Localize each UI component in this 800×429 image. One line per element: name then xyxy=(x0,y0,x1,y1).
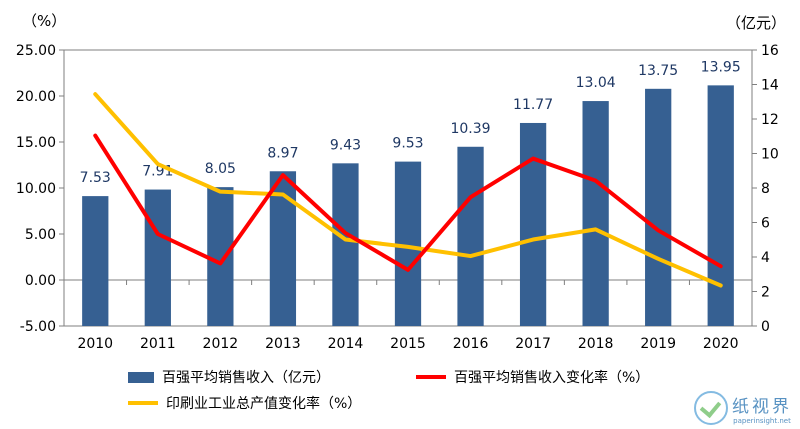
legend-swatch-bar xyxy=(128,371,154,383)
watermark-text: 纸视界 xyxy=(732,396,792,417)
right-tick-label: 12 xyxy=(761,112,779,128)
x-tick-label: 2010 xyxy=(77,336,113,352)
bar xyxy=(707,85,734,326)
legend-item-red-line: 百强平均销售收入变化率（%） xyxy=(416,367,649,387)
sales-change-rate-line xyxy=(93,133,723,272)
x-tick-label: 2020 xyxy=(703,336,739,352)
x-tick-label: 2017 xyxy=(515,336,551,352)
legend-swatch-red-line xyxy=(416,375,446,379)
left-tick-label: 5.00 xyxy=(25,227,56,243)
right-tick-label: 16 xyxy=(761,43,779,59)
left-tick-label: -5.00 xyxy=(20,319,56,335)
bar xyxy=(582,101,609,326)
watermark: 纸视界 paperinsight.net xyxy=(694,391,792,425)
paperinsight-logo-icon xyxy=(694,391,728,425)
left-axis-unit: （%） xyxy=(22,12,67,30)
bar-data-label: 9.43 xyxy=(330,137,361,153)
legend-label-bar: 百强平均销售收入（亿元） xyxy=(162,370,330,386)
right-tick-label: 2 xyxy=(761,285,770,301)
legend-item-yellow-line: 印刷业工业总产值变化率（%） xyxy=(128,393,361,413)
bar-data-label: 13.75 xyxy=(638,63,678,79)
x-tick-label: 2013 xyxy=(265,336,301,352)
bar xyxy=(144,189,171,326)
x-tick-label: 2019 xyxy=(640,336,676,352)
bar-data-label: 13.95 xyxy=(701,59,741,75)
left-tick-label: 15.00 xyxy=(16,135,56,151)
right-tick-label: 6 xyxy=(761,216,770,232)
bar xyxy=(207,187,234,326)
x-tick-label: 2012 xyxy=(203,336,239,352)
left-tick-label: 0.00 xyxy=(25,273,56,289)
x-tick-label: 2011 xyxy=(140,336,176,352)
x-tick-label: 2015 xyxy=(390,336,426,352)
bar-data-label: 13.04 xyxy=(576,75,616,91)
left-tick-label: 25.00 xyxy=(16,43,56,59)
bar xyxy=(332,163,359,326)
x-tick-label: 2014 xyxy=(328,336,364,352)
right-axis-unit: （亿元） xyxy=(726,14,787,32)
legend-label-red-line: 百强平均销售收入变化率（%） xyxy=(454,370,650,386)
bar-data-label: 10.39 xyxy=(450,121,490,137)
print-output-change-rate-line xyxy=(93,92,723,288)
bar xyxy=(645,88,672,326)
bar-data-label: 7.53 xyxy=(80,170,111,186)
right-tick-label: 4 xyxy=(761,250,770,266)
x-tick-label: 2018 xyxy=(578,336,614,352)
legend-swatch-yellow-line xyxy=(128,401,158,405)
legend-item-bar: 百强平均销售收入（亿元） xyxy=(128,367,330,387)
bar xyxy=(394,161,422,326)
right-tick-label: 10 xyxy=(761,147,779,163)
right-tick-label: 0 xyxy=(761,319,770,335)
legend-label-yellow-line: 印刷业工业总产值变化率（%） xyxy=(166,396,362,412)
right-tick-label: 8 xyxy=(761,181,770,197)
bar xyxy=(269,171,297,326)
watermark-url: paperinsight.net xyxy=(733,416,791,425)
x-tick-label: 2016 xyxy=(453,336,489,352)
right-tick-label: 14 xyxy=(761,78,779,94)
left-tick-label: 10.00 xyxy=(16,181,56,197)
bar xyxy=(457,146,484,326)
bar-data-label: 11.77 xyxy=(513,97,553,113)
bar-data-label: 8.05 xyxy=(205,161,236,177)
left-tick-label: 20.00 xyxy=(16,89,56,105)
bar xyxy=(519,122,547,326)
bar xyxy=(82,196,109,326)
bar-data-label: 8.97 xyxy=(267,145,298,161)
bar-data-label: 9.53 xyxy=(392,136,423,152)
